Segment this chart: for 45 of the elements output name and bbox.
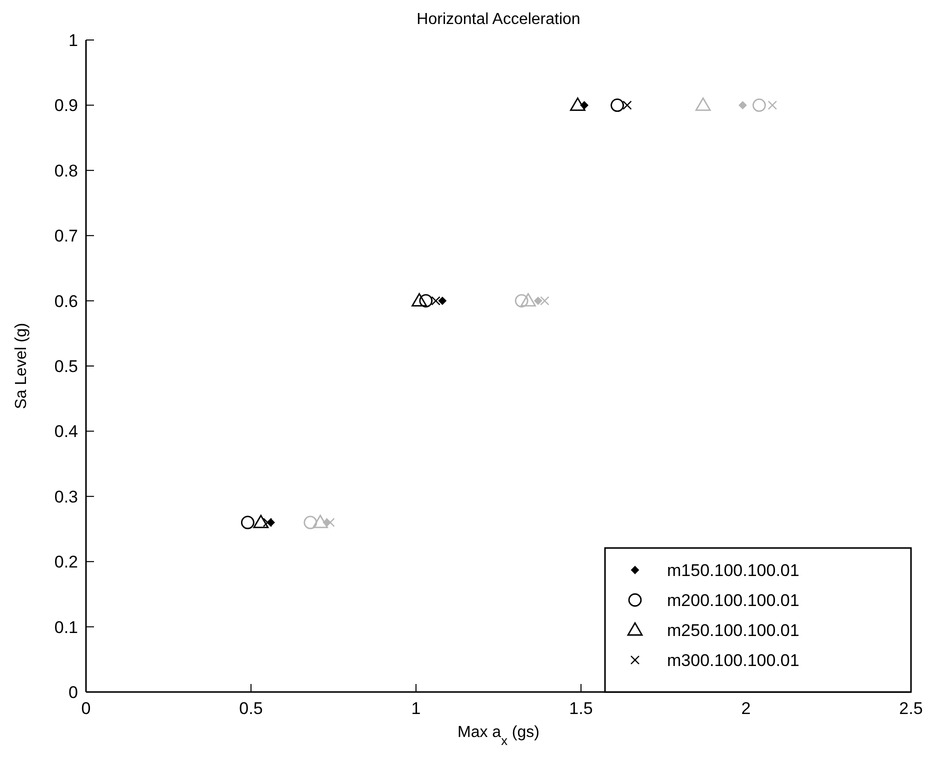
point xyxy=(304,516,318,530)
x-tick-label: 0 xyxy=(81,699,91,718)
point xyxy=(431,296,440,306)
point xyxy=(610,98,624,112)
point xyxy=(534,296,542,305)
point xyxy=(326,518,335,528)
y-tick-label: 0.9 xyxy=(54,96,78,116)
point xyxy=(262,518,272,528)
y-tick-label: 0.8 xyxy=(54,161,78,180)
point xyxy=(540,296,550,306)
x-tick-label: 2 xyxy=(741,699,751,718)
point xyxy=(738,101,747,110)
chart-title: Horizontal Acceleration xyxy=(416,11,580,28)
point xyxy=(752,98,766,112)
point xyxy=(312,514,328,528)
point xyxy=(695,98,711,111)
y-tick-label: 0.7 xyxy=(54,226,78,246)
point xyxy=(768,100,777,110)
x-tick-label: 1.5 xyxy=(569,699,593,718)
y-tick-label: 0.4 xyxy=(54,422,78,442)
point xyxy=(438,296,446,305)
x-tick-label: 0.5 xyxy=(239,699,263,718)
y-tick-label: 0 xyxy=(68,682,78,702)
legend-label: m150.100.100.01 xyxy=(667,560,800,580)
point xyxy=(570,98,586,111)
y-tick-label: 0.2 xyxy=(54,552,78,572)
point xyxy=(241,516,254,530)
legend-label: m250.100.100.01 xyxy=(667,620,800,640)
point xyxy=(412,293,427,306)
point xyxy=(419,294,433,308)
y-tick-label: 0.5 xyxy=(54,356,78,376)
y-tick-label: 0.3 xyxy=(54,487,78,506)
legend-label: m200.100.100.01 xyxy=(667,590,800,610)
point xyxy=(520,293,536,306)
x-tick-label: 2.5 xyxy=(899,699,923,718)
point xyxy=(622,100,632,110)
legend-label: m300.100.100.01 xyxy=(667,650,800,670)
y-tick-label: 0.1 xyxy=(54,618,78,637)
y-axis-title: Sa Level (g) xyxy=(13,322,30,410)
y-tick-label: 1 xyxy=(68,30,78,50)
y-tick-label: 0.6 xyxy=(54,292,78,311)
point xyxy=(253,514,269,528)
point xyxy=(514,294,528,308)
x-tick-label: 1 xyxy=(411,699,421,718)
x-axis-title: Max a$_{x}$ (gs) xyxy=(458,724,540,748)
